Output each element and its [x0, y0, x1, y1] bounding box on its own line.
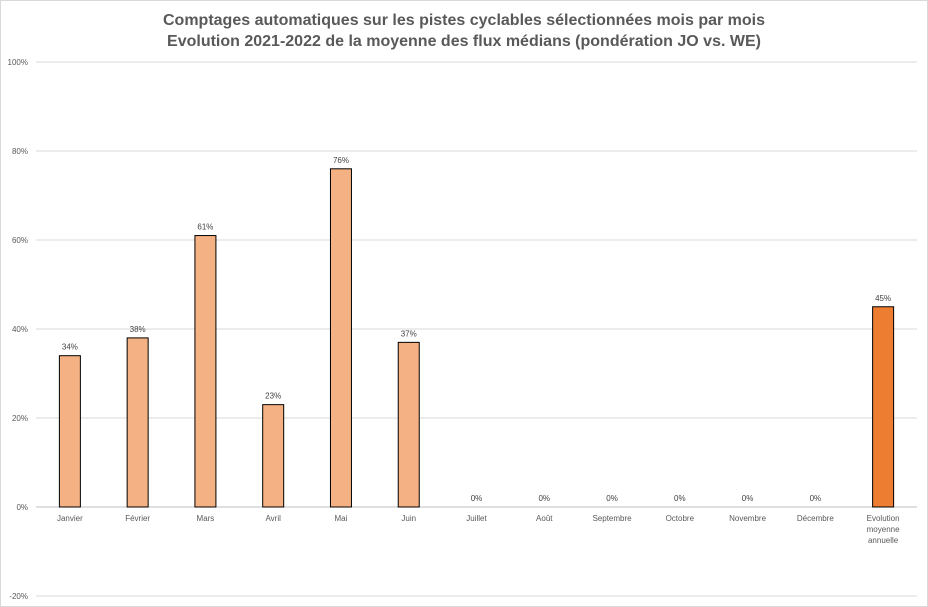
- y-tick-label: 100%: [8, 58, 28, 67]
- bar: [329, 168, 352, 508]
- data-label: 37%: [401, 329, 417, 338]
- x-tick-label: Juillet: [466, 514, 487, 523]
- x-tick-label: Septembre: [592, 514, 632, 523]
- x-tick-label: Août: [536, 514, 553, 523]
- bar: [397, 341, 420, 508]
- x-tick-label: Juin: [401, 514, 416, 523]
- x-tick-label: Mai: [335, 514, 348, 523]
- y-tick-label: 60%: [12, 236, 28, 245]
- bar: [58, 355, 81, 508]
- data-label: 0%: [674, 494, 686, 503]
- chart-title-line-1: Comptages automatiques sur les pistes cy…: [163, 12, 765, 29]
- x-tick-label: moyenne: [867, 525, 900, 534]
- x-tick-label: Novembre: [729, 514, 766, 523]
- data-label: 0%: [538, 494, 550, 503]
- y-tick-label: 20%: [12, 414, 28, 423]
- bar: [262, 404, 285, 508]
- bar: [194, 235, 217, 508]
- data-label: 0%: [606, 494, 618, 503]
- x-tick-label: Mars: [197, 514, 215, 523]
- data-label: 0%: [742, 494, 754, 503]
- data-label: 0%: [810, 494, 822, 503]
- data-label: 61%: [197, 223, 213, 232]
- chart-title: Comptages automatiques sur les pistes cy…: [0, 10, 928, 52]
- x-tick-label: annuelle: [868, 536, 899, 545]
- data-label: 34%: [62, 343, 78, 352]
- y-tick-label: 80%: [12, 147, 28, 156]
- x-tick-label: Octobre: [666, 514, 695, 523]
- data-label: 45%: [875, 294, 891, 303]
- data-label: 38%: [130, 325, 146, 334]
- x-tick-label: Avril: [265, 514, 281, 523]
- data-label: 0%: [471, 494, 483, 503]
- x-tick-label: Décembre: [797, 514, 834, 523]
- data-label: 76%: [333, 156, 349, 165]
- bar: [872, 306, 895, 508]
- y-tick-label: -20%: [9, 592, 28, 601]
- bar: [126, 337, 149, 508]
- data-label: 23%: [265, 392, 281, 401]
- chart-title-line-2: Evolution 2021-2022 de la moyenne des fl…: [167, 33, 761, 50]
- x-tick-label: Evolution: [867, 514, 900, 523]
- x-tick-label: Janvier: [57, 514, 83, 523]
- y-tick-label: 0%: [16, 503, 28, 512]
- x-tick-label: Février: [125, 514, 150, 523]
- y-tick-label: 40%: [12, 325, 28, 334]
